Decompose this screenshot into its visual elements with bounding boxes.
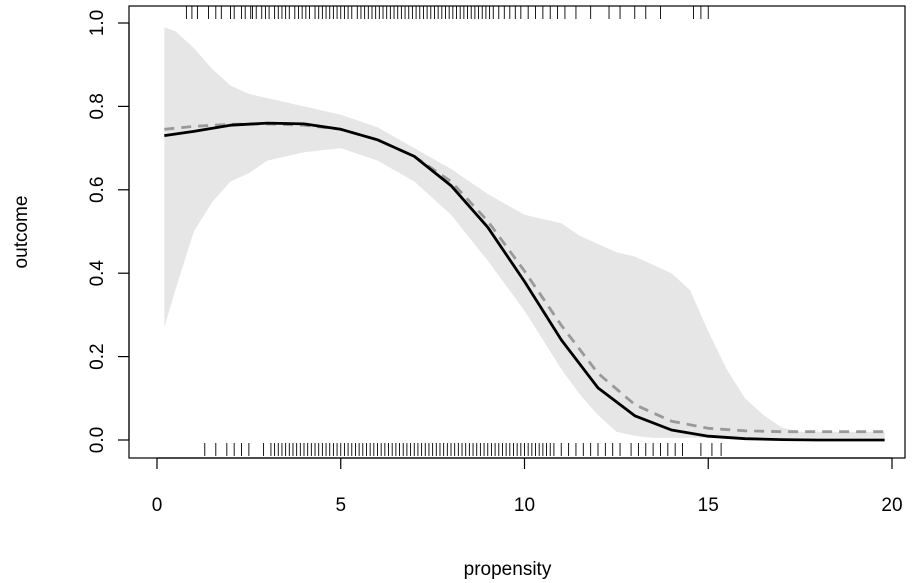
- x-tick-label: 20: [881, 495, 902, 516]
- dashed-fit-line: [164, 122, 885, 434]
- x-tick-label: 15: [698, 495, 719, 516]
- y-tick-label: 0.6: [87, 177, 108, 203]
- y-axis: 0.0 0.2 0.4 0.6 0.8 1.0: [87, 10, 130, 453]
- y-axis-title: outcome: [11, 196, 32, 269]
- x-axis: 0 5 10 15 20: [152, 457, 903, 516]
- y-tick-label: 1.0: [87, 10, 108, 36]
- y-tick-label: 0.8: [87, 93, 108, 119]
- x-tick-label: 10: [514, 495, 535, 516]
- rug-layer: [185, 6, 722, 456]
- x-tick-label: 5: [335, 495, 346, 516]
- solid-fit-line: [164, 121, 885, 442]
- series-layer: [164, 121, 885, 442]
- x-axis-title: propensity: [464, 559, 552, 580]
- y-tick-label: 0.2: [87, 343, 108, 369]
- confidence-band: [164, 27, 885, 438]
- x-tick-label: 0: [152, 495, 163, 516]
- y-tick-label: 0.4: [87, 260, 108, 287]
- y-tick-label: 0.0: [87, 427, 108, 453]
- confidence-band-layer: [164, 27, 885, 438]
